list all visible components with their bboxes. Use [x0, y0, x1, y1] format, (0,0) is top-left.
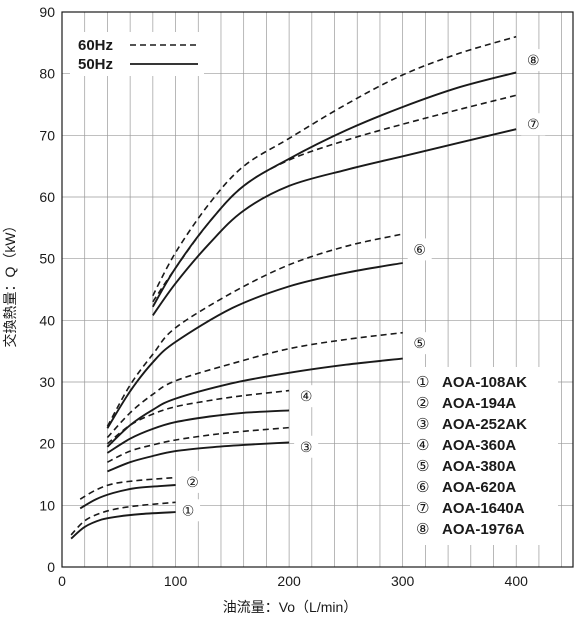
- y-tick-label: 30: [39, 374, 55, 390]
- frequency-legend: 60Hz 50Hz: [70, 32, 204, 76]
- model-legend-name: AOA-1640A: [442, 500, 525, 517]
- model-legend-marker: ④: [416, 436, 429, 454]
- series-line-60hz: [106, 331, 403, 439]
- series-line-50hz: [152, 128, 517, 316]
- series-line-50hz: [106, 409, 290, 454]
- series-line-60hz: [79, 476, 176, 500]
- series-line-50hz: [79, 484, 176, 510]
- series-line-60hz: [107, 426, 290, 463]
- x-tick-label: 300: [391, 573, 415, 589]
- model-legend-marker: ⑤: [416, 457, 429, 475]
- curve-markers: ① ② ③ ④ ⑤ ⑥ ⑦ ⑧: [176, 49, 546, 522]
- model-legend-name: AOA-380A: [442, 458, 516, 475]
- series-line-50hz: [107, 441, 290, 473]
- curve-marker-bg: [407, 332, 432, 355]
- model-legend-marker: ⑧: [416, 520, 429, 538]
- x-tick-label: 200: [277, 573, 301, 589]
- model-legend-name: AOA-620A: [442, 479, 516, 496]
- series-line-60hz: [70, 501, 176, 536]
- curve-marker-bg: [521, 49, 546, 72]
- model-legend-name: AOA-360A: [442, 437, 516, 454]
- series-line-50hz: [70, 511, 176, 540]
- series-lines: [70, 35, 517, 540]
- tick-labels: 0 100 200 300 400 0 10 20 30 40 50 60 70 80 90: [39, 4, 528, 589]
- x-axis-title: 油流量：Vo（L/min）: [223, 599, 358, 615]
- curve-marker-bg: [521, 113, 546, 136]
- plot-frame: [61, 11, 574, 568]
- series-line-60hz: [106, 233, 403, 427]
- curve-marker: ④: [300, 389, 313, 405]
- curve-marker: ③: [300, 440, 313, 456]
- x-tick-label: 400: [505, 573, 529, 589]
- y-tick-label: 0: [47, 559, 55, 575]
- series-line-50hz: [106, 262, 403, 429]
- model-legend-name: AOA-1976A: [442, 521, 525, 538]
- model-legend-marker: ③: [416, 415, 429, 433]
- series-line-60hz: [152, 94, 517, 303]
- y-axis-title: 交換熱量：Q（kW）: [2, 218, 18, 347]
- y-tick-label: 20: [39, 436, 55, 452]
- curve-marker-bg: [294, 385, 319, 408]
- x-tick-label: 100: [164, 573, 188, 589]
- curve-marker-bg: [180, 470, 205, 493]
- y-tick-label: 80: [39, 66, 55, 82]
- y-tick-label: 60: [39, 189, 55, 205]
- y-tick-label: 10: [39, 497, 55, 513]
- y-tick-label: 50: [39, 251, 55, 267]
- model-legend-name: AOA-108AK: [442, 374, 527, 391]
- legend-label-60hz: 60Hz: [78, 37, 113, 54]
- model-legend-marker: ②: [416, 394, 429, 412]
- model-legend-marker: ⑦: [416, 499, 429, 517]
- legend-label-50hz: 50Hz: [78, 56, 113, 73]
- curve-marker: ⑧: [527, 53, 540, 69]
- curve-marker: ⑤: [413, 336, 426, 352]
- series-line-60hz: [152, 35, 517, 297]
- model-legend-marker: ⑥: [416, 478, 429, 496]
- curve-marker: ②: [186, 475, 199, 491]
- model-legend-bg: [410, 367, 558, 545]
- model-legend-name: AOA-252AK: [442, 416, 527, 433]
- curve-marker-bg: [176, 499, 201, 522]
- y-tick-label: 90: [39, 4, 55, 20]
- frequency-legend-bg: [70, 32, 204, 76]
- y-tick-label: 70: [39, 127, 55, 143]
- curve-marker: ⑥: [413, 242, 426, 258]
- series-line-50hz: [106, 357, 403, 448]
- y-tick-label: 40: [39, 312, 55, 328]
- series-line-50hz: [151, 71, 517, 308]
- x-tick-label: 0: [58, 573, 66, 589]
- curve-marker: ①: [182, 503, 195, 519]
- curve-marker: ⑦: [527, 117, 540, 133]
- curve-marker-bg: [407, 238, 432, 261]
- model-legend-name: AOA-194A: [442, 395, 516, 412]
- curve-marker-bg: [294, 435, 319, 458]
- model-legend-marker: ①: [416, 373, 429, 391]
